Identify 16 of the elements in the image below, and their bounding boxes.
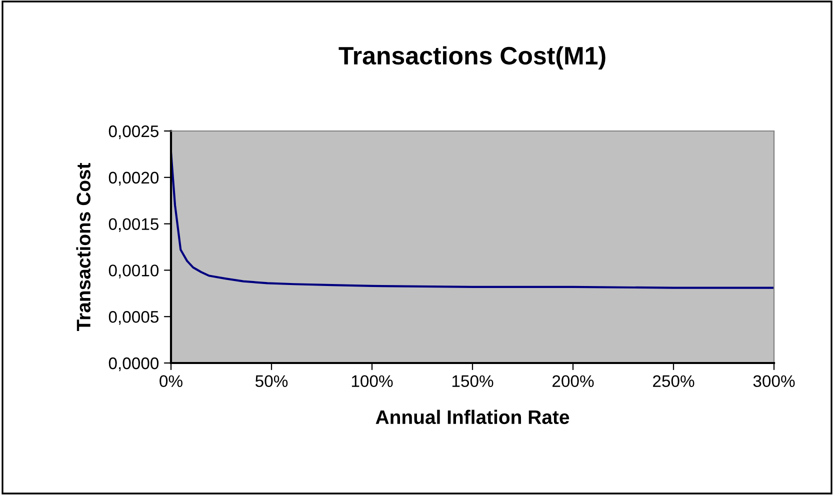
x-tick-label: 100% <box>352 375 393 388</box>
x-axis-title: Annual Inflation Rate <box>376 410 570 424</box>
x-tick-label: 150% <box>452 375 494 388</box>
y-tick-label: 0,0025 <box>108 125 158 140</box>
y-tick-label: 0,0015 <box>108 218 158 232</box>
y-tick-label: 0,0005 <box>108 311 158 325</box>
x-tick-label: 200% <box>552 375 594 388</box>
y-axis-title: Transactions Cost <box>76 162 90 332</box>
y-tick-label: 0,0010 <box>108 264 159 278</box>
y-tick-label: 0,0020 <box>108 172 159 186</box>
y-tick-label: 0,0000 <box>108 357 159 372</box>
x-tick-label: 250% <box>653 375 694 388</box>
x-tick-label: 0% <box>160 375 182 388</box>
chart-title: Transactions Cost(M1) <box>338 46 606 70</box>
x-tick-label: 300% <box>753 375 795 388</box>
x-tick-label: 50% <box>255 375 288 388</box>
